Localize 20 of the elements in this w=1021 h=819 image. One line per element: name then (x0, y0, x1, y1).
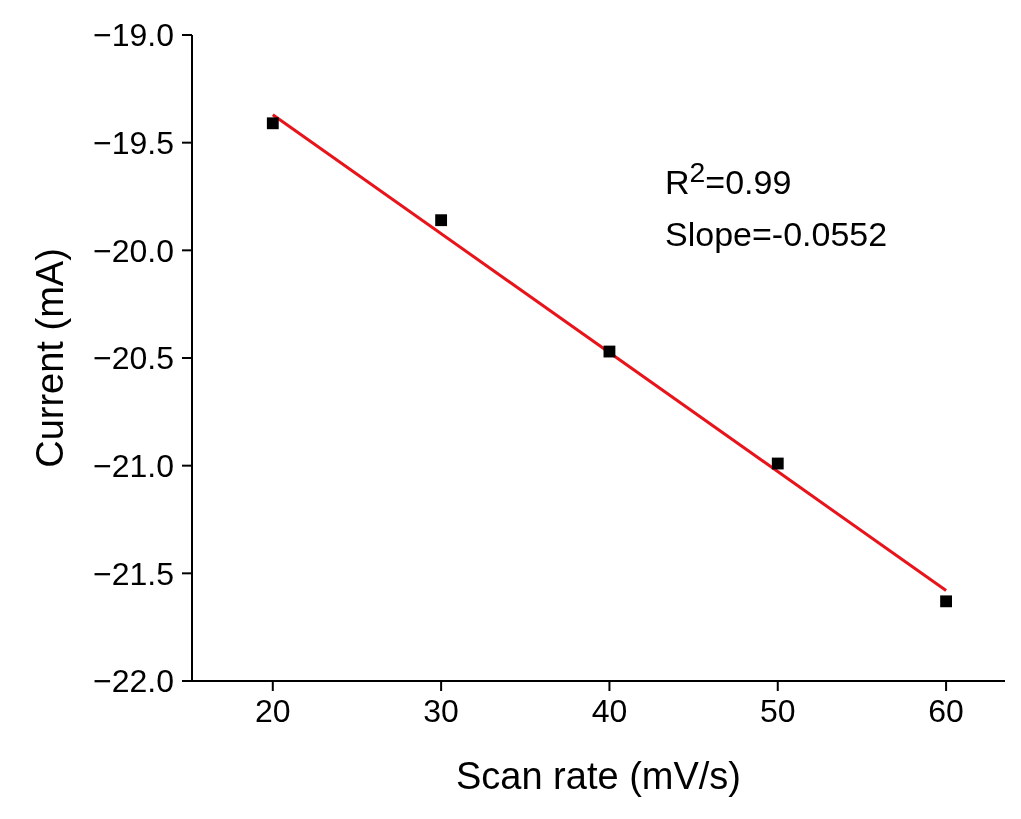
y-tick-label: −19.5 (93, 125, 174, 162)
y-tick-label: −20.0 (93, 232, 174, 269)
x-tick-label: 20 (255, 692, 291, 729)
y-tick-label: −22.0 (93, 663, 174, 700)
annotation: Slope=-0.0552 (665, 214, 888, 256)
point (771, 457, 784, 470)
annotation: R$^{2}$=0.99 (665, 155, 793, 204)
point (266, 117, 279, 130)
x-tick-label: 60 (928, 692, 964, 729)
x-tick-label: 30 (423, 692, 459, 729)
point (435, 214, 448, 227)
x-axis-title: Scan rate (mV/s) (455, 755, 742, 797)
y-tick-label: −20.5 (93, 340, 174, 377)
x-tick-label: 50 (759, 692, 796, 729)
y-tick-label: −19.0 (93, 17, 174, 54)
y-tick-label: −21.0 (93, 448, 174, 485)
point (940, 595, 952, 608)
y-tick-label: −21.5 (93, 555, 174, 592)
y-axis-title: Current (mA) (29, 248, 72, 468)
x-tick-label: 40 (591, 692, 628, 729)
